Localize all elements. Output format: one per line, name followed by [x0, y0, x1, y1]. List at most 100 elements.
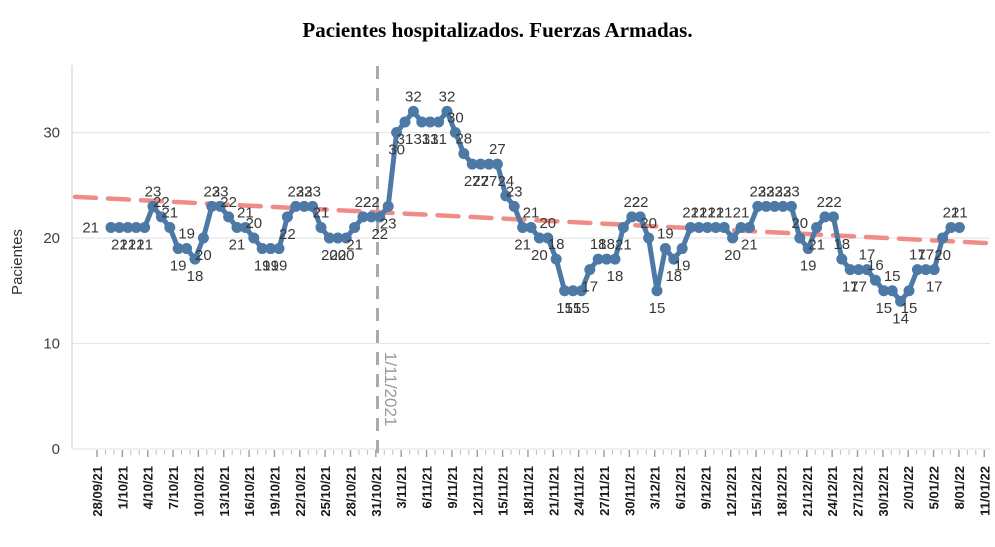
data-point-label: 21: [699, 204, 716, 221]
data-point: [172, 243, 184, 255]
data-point-label: 21: [229, 236, 246, 253]
data-point-label: 31: [430, 131, 447, 148]
data-point-label: 21: [682, 204, 699, 221]
data-point: [290, 200, 302, 212]
data-point: [693, 221, 705, 233]
x-tick-label: 9/12/21: [698, 466, 713, 509]
data-point: [239, 221, 251, 233]
x-tick-label: 1/10/21: [115, 466, 130, 509]
data-point-label: 20: [329, 247, 346, 264]
x-tick-label: 6/11/21: [420, 466, 435, 509]
data-point: [525, 221, 537, 233]
x-tick-label: 16/10/21: [242, 466, 257, 517]
data-point-label: 18: [607, 268, 624, 285]
data-point: [122, 221, 134, 233]
x-tick-label: 27/11/21: [597, 466, 612, 516]
x-tick-label: 21/11/21: [546, 466, 561, 516]
data-point: [223, 211, 235, 223]
data-point-label: 23: [758, 183, 775, 200]
data-point: [777, 200, 789, 212]
data-point-label: 30: [388, 142, 405, 159]
data-point: [937, 232, 949, 244]
data-point: [911, 264, 923, 276]
data-point: [584, 264, 596, 276]
data-point-label: 21: [691, 204, 708, 221]
data-point-label: 22: [363, 194, 380, 211]
data-point-label: 22: [153, 194, 170, 211]
data-point: [441, 105, 453, 117]
x-tick-label: 24/12/21: [825, 466, 840, 517]
data-point: [668, 253, 680, 265]
data-point: [214, 200, 226, 212]
data-point: [382, 200, 394, 212]
data-point-label: 20: [724, 247, 741, 264]
data-point-label: 21: [313, 204, 330, 221]
data-point: [743, 221, 755, 233]
data-point: [844, 264, 856, 276]
chart-title: Pacientes hospitalizados. Fuerzas Armada…: [302, 18, 693, 42]
data-point-label: 19: [271, 258, 288, 275]
data-point-label: 21: [237, 204, 254, 221]
x-tick-label: 4/10/21: [141, 466, 156, 509]
data-point: [659, 243, 671, 255]
data-point-label: 15: [884, 268, 901, 285]
data-point-label: 17: [581, 279, 598, 296]
data-point: [517, 221, 529, 233]
data-point: [307, 200, 319, 212]
data-point-label: 15: [649, 300, 666, 317]
data-point: [676, 243, 688, 255]
data-point: [298, 200, 310, 212]
data-point-label: 18: [598, 236, 615, 253]
data-point: [735, 221, 747, 233]
data-point-label: 22: [220, 194, 237, 211]
data-point: [819, 211, 831, 223]
x-tick-label: 12/11/21: [470, 466, 485, 516]
grid-group: 0 10 20 30: [43, 65, 990, 458]
y-tick-label: 20: [43, 230, 60, 247]
data-point-label: 20: [791, 215, 808, 232]
x-tick-label: 13/10/21: [217, 466, 232, 517]
data-point-label: 18: [548, 236, 565, 253]
x-tick-label: 18/12/21: [774, 466, 789, 517]
data-point: [248, 232, 260, 244]
data-point: [416, 116, 428, 128]
data-point-label: 15: [901, 300, 918, 317]
data-point: [853, 264, 865, 276]
data-point: [265, 243, 277, 255]
data-point: [651, 285, 663, 297]
data-point-label: 21: [111, 236, 128, 253]
data-point: [609, 253, 621, 265]
data-point-label: 16: [867, 257, 884, 274]
data-point: [710, 221, 722, 233]
x-tick-label: 10/10/21: [191, 466, 206, 517]
x-tick-label: 31/10/21: [369, 466, 384, 517]
data-point-label: 20: [640, 215, 657, 232]
data-point-label: 27: [472, 173, 489, 190]
data-point: [391, 127, 403, 138]
data-point-label: 23: [380, 215, 397, 232]
data-point: [626, 211, 638, 223]
x-tick-label: 8/01/22: [952, 466, 967, 509]
x-tick-label: 21/12/21: [800, 466, 815, 517]
data-point-label: 23: [203, 183, 220, 200]
data-point-label: 20: [245, 215, 262, 232]
x-tick-label: 7/10/21: [166, 466, 181, 509]
data-point-label: 21: [741, 236, 758, 253]
data-point-label: 15: [875, 300, 892, 317]
data-point-label: 15: [556, 300, 573, 317]
data-point-label: 18: [187, 268, 204, 285]
data-point-label: 15: [565, 300, 582, 317]
x-tick-label: 18/11/21: [521, 466, 536, 516]
data-point: [483, 158, 495, 170]
data-point: [147, 200, 159, 212]
data-point-label: 19: [178, 226, 195, 243]
x-tick-label: 5/01/22: [927, 466, 942, 509]
data-point: [643, 232, 655, 244]
x-tick-label: 15/11/21: [496, 466, 511, 516]
x-tick-label: 9/11/21: [445, 466, 460, 509]
x-tick-label: 3/11/21: [394, 466, 409, 509]
x-tick-label: 22/10/21: [293, 466, 308, 517]
data-point-label: 23: [287, 183, 304, 200]
data-point-label: 21: [136, 236, 153, 253]
